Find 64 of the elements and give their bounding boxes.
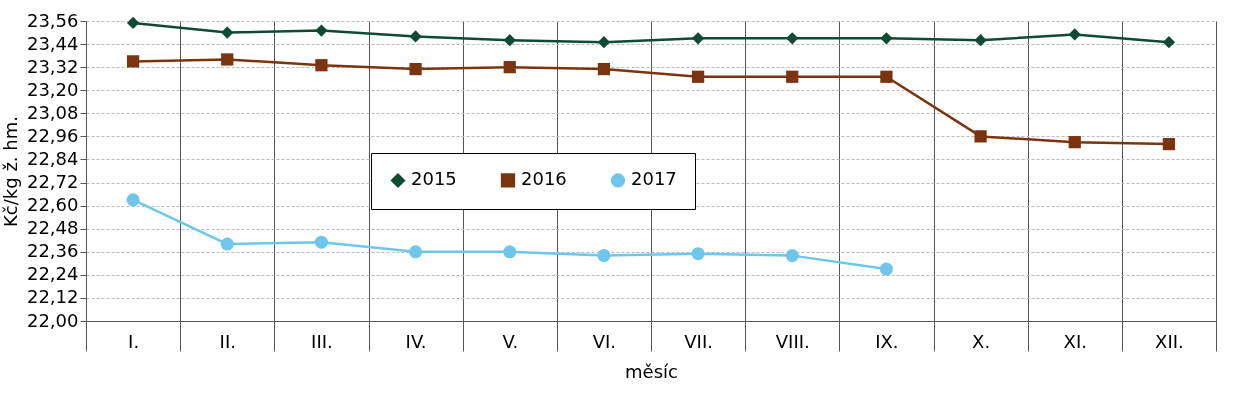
y-tick-label: 22,24 (26, 263, 79, 285)
point (409, 245, 423, 259)
x-tick-label: V. (502, 330, 519, 352)
point (879, 262, 893, 276)
y-tick-label: 23,56 (26, 9, 79, 31)
point (880, 70, 893, 83)
y-tick-label: 23,32 (26, 55, 79, 77)
y-tick-label: 22,60 (26, 194, 79, 216)
y-tick-label: 22,36 (26, 240, 79, 262)
legend-label: 2017 (631, 168, 677, 190)
point (409, 62, 422, 76)
point (1162, 36, 1176, 49)
point (315, 59, 328, 72)
point (974, 34, 987, 47)
point (597, 249, 611, 263)
point (691, 70, 705, 83)
point (786, 32, 799, 45)
y-tick-label: 23,20 (26, 78, 79, 100)
point (1068, 136, 1081, 149)
point (315, 24, 328, 37)
x-tick-label: VIII. (775, 330, 810, 352)
point (880, 32, 893, 45)
x-tick-label: XII. (1155, 330, 1184, 352)
x-tick-label: IX. (875, 330, 899, 352)
y-tick-label: 22,12 (26, 286, 79, 308)
x-tick-label: I. (128, 330, 140, 352)
y-tick-label: 22,72 (26, 171, 79, 193)
point (409, 30, 422, 43)
point (1068, 28, 1081, 41)
legend-label: 2015 (411, 168, 457, 190)
legend-label: 2016 (521, 168, 567, 190)
point (503, 61, 516, 74)
point (1162, 137, 1176, 151)
point (126, 55, 140, 68)
x-tick-label: III. (311, 330, 333, 352)
x-tick-label: VI. (592, 330, 617, 352)
x-axis-title: měsíc (625, 361, 678, 382)
y-tick-label: 22,96 (26, 124, 79, 146)
point (786, 70, 799, 83)
point (974, 130, 987, 143)
x-tick-label: VII. (684, 330, 713, 352)
point (691, 32, 705, 45)
point (220, 237, 234, 251)
x-tick-label: II. (219, 330, 236, 352)
point (691, 247, 705, 261)
point (126, 193, 140, 207)
y-tick-label: 22,84 (26, 147, 79, 169)
point (597, 62, 611, 76)
point (597, 36, 611, 49)
y-tick-label: 22,48 (26, 217, 79, 239)
y-tick-label: 22,00 (26, 309, 79, 331)
y-axis-title: Kč/kg ž. hm. (0, 116, 21, 227)
x-tick-label: IV. (405, 330, 427, 352)
point (126, 16, 140, 30)
y-tick-label: 23,08 (26, 101, 79, 123)
point (785, 249, 799, 263)
point (503, 34, 516, 47)
x-tick-label: XI. (1063, 330, 1087, 352)
point (221, 26, 234, 39)
point (221, 53, 234, 66)
x-tick-label: X. (972, 330, 991, 352)
y-tick-label: 23,44 (26, 32, 79, 54)
point (503, 245, 517, 259)
point (314, 235, 328, 249)
